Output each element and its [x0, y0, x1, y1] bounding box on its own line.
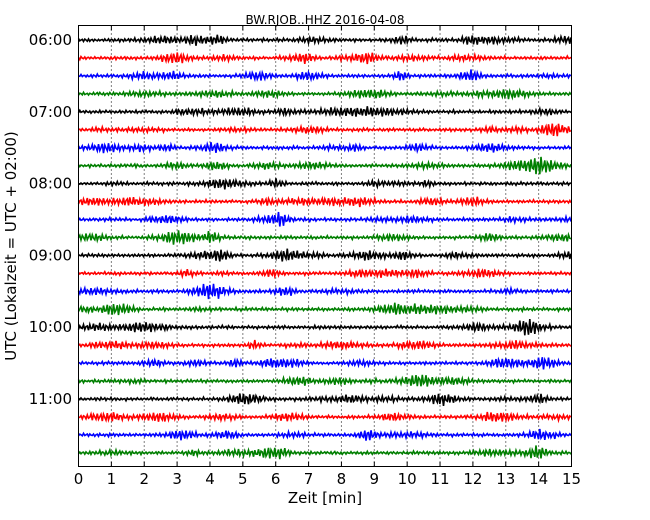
- trace-line: [78, 177, 572, 190]
- x-tick-label: 15: [562, 470, 581, 488]
- trace-line: [78, 411, 572, 424]
- y-tick-label: 07:00: [29, 103, 72, 121]
- y-axis-label: UTC (Lokalzeit = UTC + 02:00): [2, 131, 20, 361]
- trace-line: [77, 51, 572, 65]
- x-axis-label: Zeit [min]: [288, 489, 362, 507]
- trace-line: [77, 230, 572, 245]
- trace-line: [77, 33, 572, 47]
- x-tick-label: 6: [271, 470, 281, 488]
- y-tick-label: 08:00: [29, 175, 72, 193]
- trace-line: [77, 156, 572, 175]
- trace-line: [77, 195, 572, 208]
- trace-line: [77, 87, 572, 101]
- x-tick-label: 5: [238, 470, 248, 488]
- y-tick-label: 06:00: [29, 31, 72, 49]
- trace-line: [77, 428, 572, 441]
- plot-frame: [78, 25, 572, 467]
- trace-line: [77, 374, 572, 387]
- chart-title: BW.RJOB..HHZ 2016-04-08: [245, 13, 404, 27]
- x-tick-label: 13: [496, 470, 515, 488]
- trace-line: [77, 267, 572, 280]
- trace-line: [77, 318, 572, 336]
- x-tick-label: 4: [205, 470, 215, 488]
- y-tick-label: 09:00: [29, 246, 72, 264]
- trace-line: [77, 211, 572, 227]
- trace-line: [77, 105, 572, 118]
- x-tick-label: 11: [430, 470, 449, 488]
- trace-line: [78, 69, 572, 83]
- x-tick-label: 12: [463, 470, 482, 488]
- trace-line: [77, 302, 572, 316]
- trace-line: [77, 339, 572, 351]
- x-tick-label: 9: [370, 470, 380, 488]
- x-tick-label: 14: [529, 470, 548, 488]
- x-tick-label: 3: [172, 470, 182, 488]
- y-tick-label: 10:00: [29, 318, 72, 336]
- trace-line: [78, 123, 572, 137]
- trace-line: [77, 283, 572, 300]
- trace-line: [77, 248, 572, 262]
- trace-line: [77, 141, 572, 155]
- x-tick-label: 2: [139, 470, 149, 488]
- trace-line: [78, 356, 572, 370]
- x-tick-label: 8: [337, 470, 347, 488]
- x-tick-label: 1: [107, 470, 117, 488]
- x-tick-label: 10: [398, 470, 417, 488]
- x-tick-label: 7: [304, 470, 314, 488]
- y-tick-label: 11:00: [29, 390, 72, 408]
- trace-line: [77, 392, 572, 407]
- y-axis: 06:00 07:00 08:00 09:00 10:00 11:00: [29, 31, 572, 408]
- traces: [77, 33, 572, 460]
- x-tick-label: 0: [74, 470, 84, 488]
- x-grid: [110, 25, 540, 467]
- x-axis: 0 1 2 3 4 5 6 7 8 9 10 11 12 13 14 15: [74, 25, 581, 488]
- trace-line: [77, 445, 572, 460]
